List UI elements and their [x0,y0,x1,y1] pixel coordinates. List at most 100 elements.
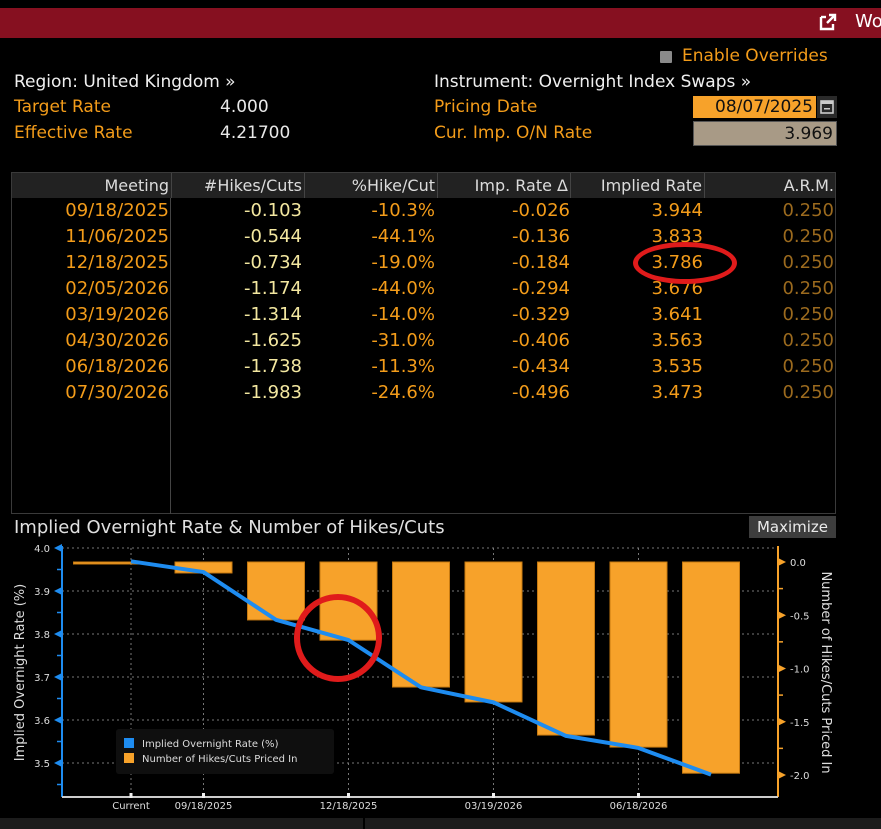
table-row[interactable]: 02/05/2026 -1.174 -44.0% -0.294 3.676 0.250 [12,276,835,302]
region-selector[interactable]: Region: United Kingdom » [14,72,236,92]
right-axis-tick-label: -0.5 [790,611,810,622]
cell-pct-hike-cut: -44.0% [371,278,435,299]
x-axis-tick-label: 03/19/2026 [465,801,523,812]
left-axis-tick-label: 3.9 [34,587,50,598]
effective-rate-label: Effective Rate [14,123,133,143]
table-row[interactable]: 03/19/2026 -1.314 -14.0% -0.329 3.641 0.250 [12,302,835,328]
calendar-icon [820,100,834,114]
cell-pct-hike-cut: -31.0% [371,330,435,351]
table-row[interactable]: 06/18/2026 -1.738 -11.3% -0.434 3.535 0.250 [12,354,835,380]
cell-implied-rate: 3.535 [651,356,703,377]
x-axis-tick [492,793,495,798]
x-axis-tick-label: 12/18/2025 [320,801,378,812]
cell-meeting: 09/18/2025 [65,200,169,221]
left-axis-label: Implied Overnight Rate (%) [13,584,28,761]
cell-hikes-cuts: -1.983 [243,382,302,403]
column-header-pct-hike-cut[interactable]: %Hike/Cut [351,176,435,195]
cell-arm: 0.250 [782,278,834,299]
cell-arm: 0.250 [782,304,834,325]
legend-background [116,729,334,774]
cell-hikes-cuts: -1.738 [243,356,302,377]
cell-meeting: 06/18/2026 [65,356,169,377]
cell-imp-rate-delta: -0.434 [511,356,570,377]
right-axis-label: Number of Hikes/Cuts Priced In [818,571,833,773]
cell-implied-rate: 3.641 [651,304,703,325]
left-axis-tick [54,630,62,638]
right-axis-tick [778,558,786,566]
cell-hikes-cuts: -1.314 [243,304,302,325]
cell-arm: 0.250 [782,252,834,273]
column-separator [437,173,438,198]
cell-meeting: 11/06/2025 [65,226,169,247]
cell-implied-rate: 3.563 [651,330,703,351]
cell-imp-rate-delta: -0.496 [511,382,570,403]
column-header-arm[interactable]: A.R.M. [783,176,834,195]
left-axis-tick-label: 3.8 [34,630,50,641]
column-header-imp-rate-delta[interactable]: Imp. Rate Δ [474,176,568,195]
footer-separator [363,818,365,829]
bar-hikes-cuts [682,561,740,774]
cell-imp-rate-delta: -0.136 [511,226,570,247]
table-row[interactable]: 07/30/2026 -1.983 -24.6% -0.496 3.473 0.250 [12,380,835,406]
legend-swatch-hikes-cuts [124,753,134,763]
cell-meeting: 04/30/2026 [65,330,169,351]
table-vertical-separator [170,198,171,514]
x-axis-tick [637,793,640,798]
pricing-date-label: Pricing Date [434,97,538,117]
cell-arm: 0.250 [782,382,834,403]
left-axis-tick-label: 3.5 [34,759,50,770]
instrument-selector[interactable]: Instrument: Overnight Index Swaps » [434,72,752,92]
target-rate-value: 4.000 [220,97,269,117]
highlight-annotation-table [633,242,737,284]
cell-hikes-cuts: -1.174 [243,278,302,299]
calendar-button[interactable] [817,96,837,118]
column-header-hikes-cuts[interactable]: #Hikes/Cuts [203,176,302,195]
cell-hikes-cuts: -0.734 [243,252,302,273]
enable-overrides-label[interactable]: Enable Overrides [682,46,828,66]
current-implied-rate-field: 3.969 [693,121,837,146]
bar-hikes-cuts [247,561,305,621]
footer-bar [0,818,881,829]
x-axis-tick [129,793,133,798]
left-axis-tick [54,544,62,552]
cell-arm: 0.250 [782,356,834,377]
top-strip [0,0,881,8]
rate-chart: 4.0 3.9 3.8 3.7 3.6 3.5 Implied Overnight Rate… [13,544,833,812]
maximize-button[interactable]: Maximize [749,516,836,538]
cell-pct-hike-cut: -44.1% [371,226,435,247]
effective-rate-value: 4.21700 [220,123,291,143]
chart-title: Implied Overnight Rate & Number of Hikes… [14,517,445,538]
title-bar [0,8,881,38]
column-header-implied-rate[interactable]: Implied Rate [600,176,702,195]
pricing-date-input[interactable]: 08/07/2025 [693,96,816,118]
cell-pct-hike-cut: -14.0% [371,304,435,325]
right-axis-tick-label: -1.5 [790,718,810,729]
x-axis-tick-label: 09/18/2025 [175,801,233,812]
cell-arm: 0.250 [782,226,834,247]
bar-hikes-cuts [464,561,523,703]
right-axis-tick [778,664,786,673]
right-axis-tick-label: -1.0 [790,665,810,676]
column-separator [171,173,172,198]
target-rate-label: Target Rate [14,97,111,117]
cell-arm: 0.250 [782,200,834,221]
column-header-meeting[interactable]: Meeting [104,176,169,195]
enable-overrides-checkbox[interactable] [660,51,672,63]
x-axis-tick-label: Current [112,801,150,812]
x-axis-tick-label: 06/18/2026 [610,801,668,812]
current-implied-rate-label: Cur. Imp. O/N Rate [434,123,593,143]
right-axis-tick [778,717,786,726]
x-axis-tick [202,793,205,798]
popout-icon[interactable] [818,12,838,32]
bar-hikes-cuts [392,561,450,688]
cell-meeting: 03/19/2026 [65,304,169,325]
table-row[interactable]: 09/18/2025 -0.103 -10.3% -0.026 3.944 0.250 [12,198,835,224]
legend-swatch-implied-rate [124,738,134,748]
left-axis-tick [54,673,62,681]
bar-hikes-cuts [609,561,668,748]
table-row[interactable]: 11/06/2025 -0.544 -44.1% -0.136 3.833 0.250 [12,224,835,250]
table-row[interactable]: 04/30/2026 -1.625 -31.0% -0.406 3.563 0.250 [12,328,835,354]
legend-label-implied-rate: Implied Overnight Rate (%) [142,739,279,750]
column-separator [304,173,305,198]
legend-label-hikes-cuts: Number of Hikes/Cuts Priced In [142,754,297,765]
